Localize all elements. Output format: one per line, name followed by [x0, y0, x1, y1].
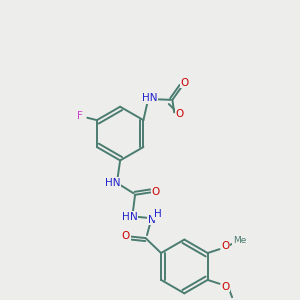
Text: O: O [176, 109, 184, 119]
Text: N: N [130, 212, 137, 222]
Text: O: O [152, 187, 160, 197]
Text: O: O [180, 77, 188, 88]
Text: H: H [122, 212, 130, 222]
Text: F: F [77, 111, 83, 121]
Text: N: N [148, 214, 155, 225]
Text: O: O [221, 282, 230, 292]
Text: HN: HN [105, 178, 120, 188]
Text: O: O [122, 231, 130, 241]
Text: O: O [221, 241, 230, 251]
Text: HN: HN [142, 93, 157, 103]
Text: Me: Me [233, 236, 246, 245]
Text: H: H [154, 209, 161, 219]
